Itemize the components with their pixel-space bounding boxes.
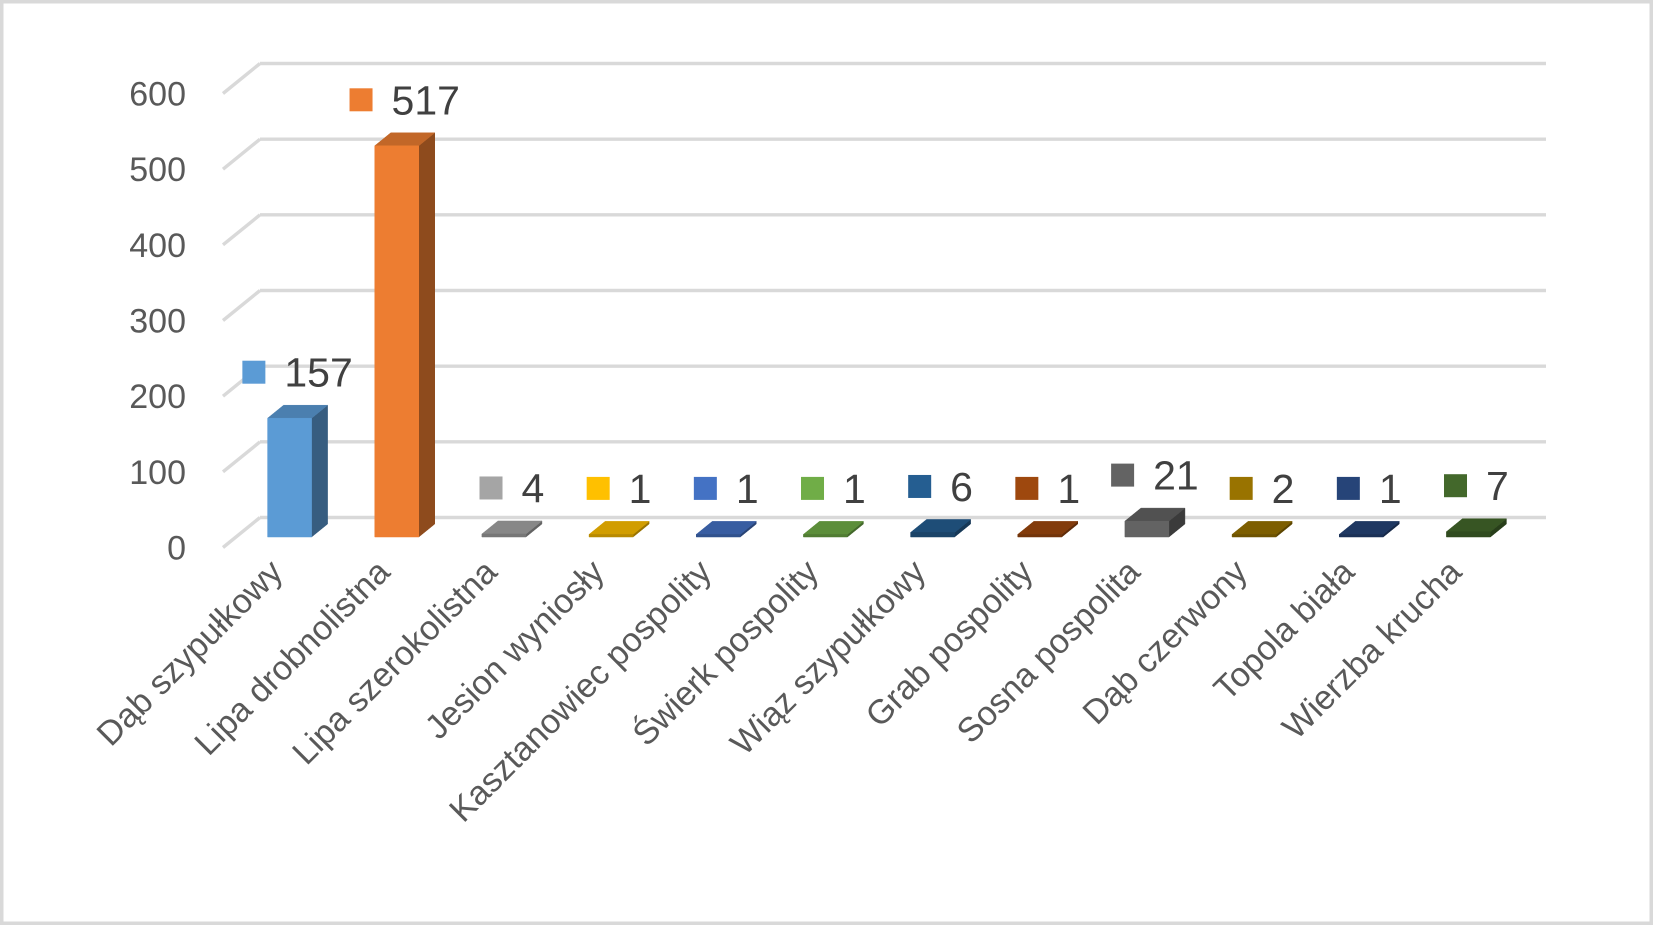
- bar: [266, 404, 329, 538]
- bar-face-top: [481, 520, 543, 535]
- bar-face-front: [1446, 531, 1491, 538]
- data-label-legend-key: [349, 88, 373, 112]
- category-label: Lipa drobnolistna: [187, 553, 397, 763]
- bar-face-front: [481, 533, 527, 538]
- gridline-tick: [221, 62, 262, 95]
- bar: [1338, 520, 1400, 538]
- data-label-legend-key: [693, 476, 717, 500]
- data-label-value: 21: [1153, 453, 1199, 499]
- data-label: 7: [1444, 463, 1509, 509]
- data-label: 1: [693, 466, 759, 512]
- data-label: 1: [801, 466, 866, 512]
- data-label: 517: [349, 77, 460, 123]
- bar-face-top: [588, 521, 650, 535]
- data-label-legend-key: [242, 360, 266, 384]
- data-label-legend-key: [908, 474, 932, 498]
- data-label-value: 1: [1057, 466, 1080, 512]
- plot-gridlines: [221, 61, 1546, 549]
- bar-face-front: [1339, 534, 1384, 538]
- bar-face-front: [267, 417, 312, 538]
- data-label-value: 157: [284, 350, 352, 396]
- data-label-legend-key: [1015, 476, 1039, 500]
- bar: [1231, 520, 1293, 538]
- bar-face-top: [802, 521, 865, 535]
- y-axis-tick-label: 300: [129, 303, 186, 341]
- bar: [1017, 520, 1079, 538]
- bar-face-front: [374, 145, 419, 538]
- data-label-value: 1: [1379, 466, 1402, 512]
- data-label-legend-key: [1444, 474, 1468, 498]
- bar-face-front: [1017, 534, 1062, 538]
- data-label: 1: [586, 466, 652, 512]
- data-label: 2: [1229, 466, 1295, 512]
- y-axis-tick-label: 500: [129, 151, 186, 189]
- y-axis-tick-label: 200: [129, 378, 186, 416]
- bar: [802, 520, 865, 538]
- category-label: Wiąz szypułkowy: [723, 553, 933, 763]
- y-axis-tick-label: 0: [167, 530, 186, 568]
- category-label: Wierzba krucha: [1275, 553, 1469, 747]
- bars: [266, 132, 1508, 538]
- gridline-tick: [221, 213, 262, 247]
- bar: [909, 518, 972, 538]
- category-label: Świerk pospolity: [625, 552, 826, 753]
- data-label-value: 7: [1486, 463, 1509, 509]
- data-label-legend-key: [1229, 476, 1253, 500]
- gridline-tick: [221, 289, 262, 322]
- bar: [1124, 507, 1186, 538]
- category-label: Lipa szerokolistna: [285, 553, 504, 772]
- data-label-value: 6: [950, 464, 973, 510]
- data-label: 1: [1015, 466, 1080, 512]
- bar-face-front: [696, 534, 741, 538]
- data-label: 6: [908, 464, 973, 510]
- data-label-legend-key: [801, 476, 825, 500]
- gridline-tick: [221, 440, 262, 474]
- data-label-legend-key: [586, 476, 610, 500]
- bar-face-top: [1338, 521, 1400, 535]
- data-label-legend-key: [1111, 463, 1135, 487]
- bar: [588, 520, 650, 538]
- data-label-value: 4: [522, 465, 545, 511]
- gridline-tick: [221, 516, 262, 549]
- bar-face-top: [1017, 521, 1079, 535]
- category-label: Dąb szypułkowy: [90, 553, 291, 754]
- bar-face-front: [910, 532, 955, 538]
- data-label-value: 1: [736, 466, 759, 512]
- y-axis-labels: 0 100 200 300 400 500 600: [129, 76, 186, 568]
- bar: [1445, 518, 1508, 538]
- bar: [695, 520, 757, 538]
- bar-face-front: [803, 534, 848, 538]
- data-label-legend-key: [479, 476, 503, 500]
- y-axis-tick-label: 100: [129, 454, 186, 492]
- data-label: 1: [1336, 466, 1402, 512]
- bar-face-front: [1231, 534, 1277, 538]
- data-label: 21: [1111, 453, 1199, 499]
- bar-face-front: [1124, 520, 1170, 538]
- y-axis-tick-label: 600: [129, 76, 186, 114]
- data-label-value: 2: [1272, 466, 1295, 512]
- bar-face-front: [588, 534, 634, 538]
- bar-face-side: [311, 404, 328, 538]
- bar-face-top: [695, 521, 757, 535]
- data-label-value: 1: [629, 466, 652, 512]
- category-label: Jesion wyniosły: [418, 553, 612, 747]
- category-label: Sosna pospolita: [950, 553, 1148, 751]
- bar-face-side: [418, 132, 435, 538]
- data-label: 157: [242, 350, 353, 396]
- data-label-value: 517: [392, 77, 460, 123]
- bar: [374, 132, 436, 538]
- bar-face-top: [1231, 521, 1293, 535]
- data-label-value: 1: [843, 466, 866, 512]
- y-axis-tick-label: 400: [129, 227, 186, 265]
- gridline-tick: [221, 137, 262, 171]
- data-label: 4: [479, 465, 545, 511]
- bar: [481, 520, 543, 538]
- data-label-legend-key: [1336, 476, 1360, 500]
